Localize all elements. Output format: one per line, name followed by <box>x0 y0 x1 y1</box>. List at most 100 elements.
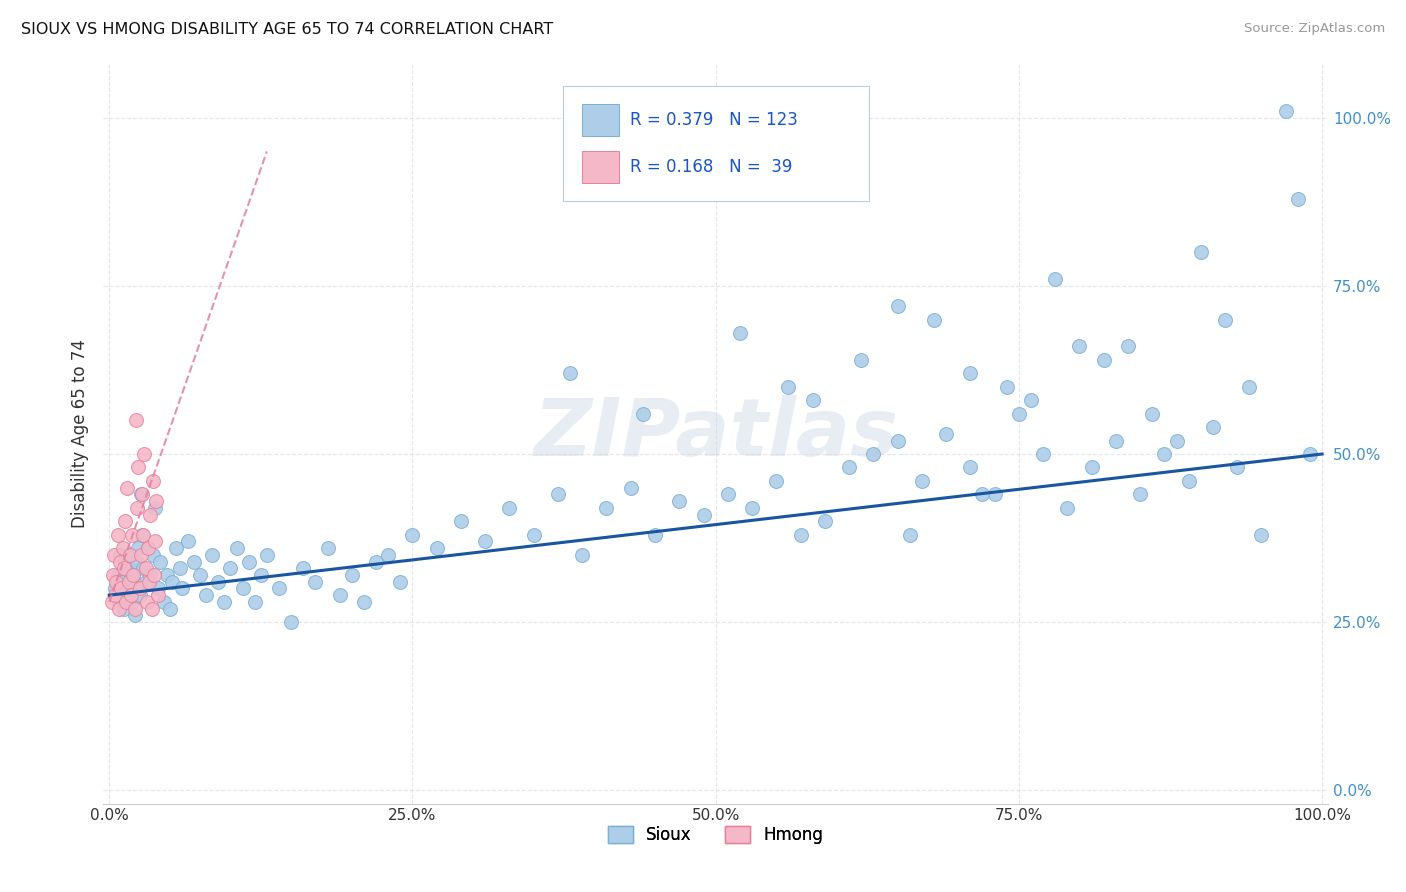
Point <box>256 548 278 562</box>
Point <box>717 487 740 501</box>
Point <box>364 555 387 569</box>
Point <box>136 541 159 556</box>
Point <box>143 500 166 515</box>
Point <box>1069 339 1091 353</box>
Point <box>129 548 152 562</box>
Point <box>120 588 142 602</box>
Point <box>523 527 546 541</box>
Point <box>814 514 837 528</box>
Point <box>389 574 412 589</box>
Point <box>127 541 149 556</box>
Point <box>789 527 811 541</box>
Point <box>1142 407 1164 421</box>
Point <box>959 367 981 381</box>
Point <box>115 582 138 596</box>
Point <box>1239 380 1261 394</box>
Point <box>801 393 824 408</box>
Point <box>1129 487 1152 501</box>
Point <box>125 413 148 427</box>
Point <box>1286 192 1309 206</box>
Point <box>122 568 145 582</box>
Point <box>139 568 162 582</box>
Point <box>145 494 167 508</box>
Point <box>1274 104 1296 119</box>
Point <box>117 561 139 575</box>
Y-axis label: Disability Age 65 to 74: Disability Age 65 to 74 <box>72 339 89 528</box>
Point <box>100 595 122 609</box>
Point <box>101 568 124 582</box>
Point <box>911 474 934 488</box>
Point <box>136 541 159 556</box>
Point <box>426 541 449 556</box>
Point <box>886 299 908 313</box>
Point <box>214 595 236 609</box>
Point <box>110 582 132 596</box>
Point <box>450 514 472 528</box>
Point <box>108 555 131 569</box>
Point <box>142 548 165 562</box>
Point <box>728 326 751 340</box>
Point <box>143 568 166 582</box>
Point <box>1056 500 1078 515</box>
Point <box>668 494 690 508</box>
Point <box>117 595 139 609</box>
Point <box>238 555 260 569</box>
Point <box>547 487 569 501</box>
FancyBboxPatch shape <box>582 103 619 136</box>
Point <box>146 582 169 596</box>
Point <box>1213 312 1236 326</box>
Point <box>995 380 1018 394</box>
Point <box>165 541 187 556</box>
Point <box>280 615 302 629</box>
Point <box>207 574 229 589</box>
Text: R = 0.379   N = 123: R = 0.379 N = 123 <box>630 111 797 129</box>
Point <box>142 474 165 488</box>
Point <box>972 487 994 501</box>
Point <box>1008 407 1031 421</box>
Point <box>121 595 143 609</box>
Point <box>128 588 150 602</box>
Point <box>353 595 375 609</box>
Point <box>177 534 200 549</box>
Point <box>108 595 131 609</box>
Point <box>498 500 520 515</box>
Point <box>935 426 957 441</box>
Point <box>851 352 873 367</box>
Point <box>152 595 174 609</box>
Point <box>127 460 149 475</box>
Point <box>838 460 860 475</box>
Point <box>117 574 139 589</box>
Point <box>340 568 363 582</box>
Point <box>232 582 254 596</box>
Point <box>143 534 166 549</box>
Point <box>401 527 423 541</box>
Point <box>135 574 157 589</box>
Point <box>183 555 205 569</box>
Point <box>1080 460 1102 475</box>
Point <box>983 487 1005 501</box>
Point <box>558 367 581 381</box>
Point <box>115 595 138 609</box>
Point <box>898 527 921 541</box>
Point <box>316 541 339 556</box>
Point <box>692 508 714 522</box>
Point <box>571 548 593 562</box>
Point <box>103 548 125 562</box>
Point <box>112 601 135 615</box>
Point <box>329 588 352 602</box>
Point <box>107 527 129 541</box>
Point <box>132 561 155 575</box>
FancyBboxPatch shape <box>582 151 619 184</box>
Point <box>139 508 162 522</box>
Point <box>110 574 132 589</box>
Point <box>127 555 149 569</box>
Point <box>959 460 981 475</box>
Point <box>114 555 136 569</box>
Point <box>741 500 763 515</box>
Point <box>620 481 643 495</box>
Point <box>1105 434 1128 448</box>
Point <box>1092 352 1115 367</box>
Point <box>141 601 163 615</box>
Point <box>1153 447 1175 461</box>
Point <box>922 312 945 326</box>
